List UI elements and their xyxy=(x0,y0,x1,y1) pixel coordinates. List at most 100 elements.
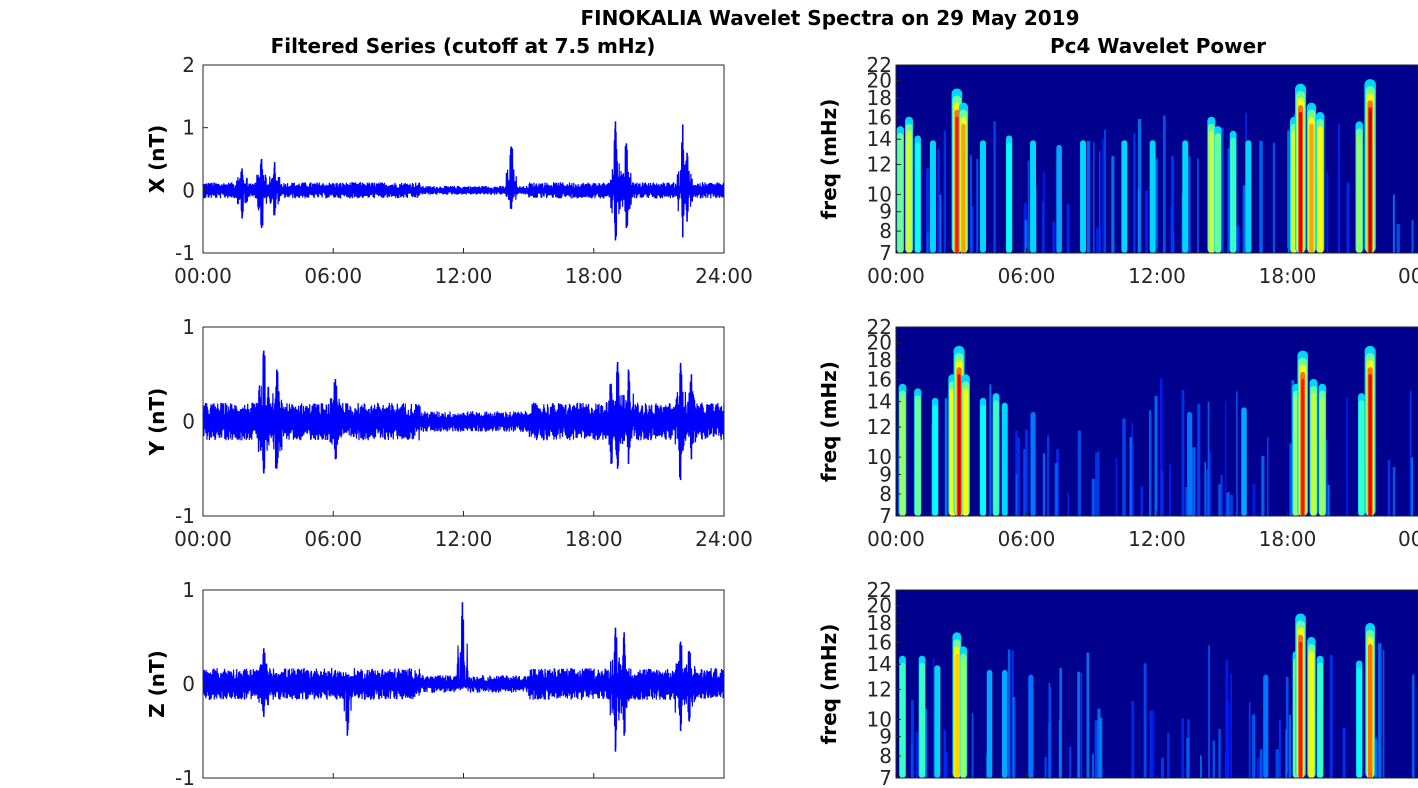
wavelet-panel-1-burst xyxy=(1245,140,1252,253)
wavelet-panel-3-ytick-label: 16 xyxy=(867,630,892,654)
wavelet-panel-1 xyxy=(895,64,1418,254)
wavelet-panel-3-streak xyxy=(1342,727,1346,778)
wavelet-panel-3 xyxy=(895,589,1418,779)
wavelet-panel-2-ytick-label: 8 xyxy=(879,482,892,506)
wavelet-panel-3-streak xyxy=(1251,714,1256,778)
wavelet-panel-2-streak xyxy=(1327,484,1330,516)
line-panel-2 xyxy=(202,326,725,517)
line-panel-1-plot-area xyxy=(203,65,724,253)
wavelet-panel-1-burst xyxy=(1006,142,1012,253)
wavelet-panel-1-ytick-label: 7 xyxy=(879,241,892,265)
wavelet-panel-1-ytick-label: 22 xyxy=(867,53,892,77)
line-panel-3-ytick-label: 0 xyxy=(182,672,195,696)
wavelet-panel-3-burst xyxy=(899,662,906,778)
wavelet-panel-3-streak xyxy=(1007,649,1011,778)
wavelet-panel-1-streak xyxy=(1171,155,1175,253)
wavelet-panel-1-streak xyxy=(1099,151,1101,253)
wavelet-panel-1-ytick-label: 14 xyxy=(867,127,892,151)
wavelet-panel-1-streak xyxy=(970,155,972,253)
wavelet-panel-2-ytick-label: 10 xyxy=(867,445,892,469)
wavelet-panel-1-streak xyxy=(1188,156,1191,253)
wavelet-panel-2-streak xyxy=(1197,403,1201,516)
wavelet-panel-3-streak xyxy=(1151,710,1155,778)
wavelet-panel-3-burst xyxy=(1367,644,1373,778)
wavelet-panel-3-streak xyxy=(1378,643,1382,778)
wavelet-panel-3-streak xyxy=(1225,660,1229,778)
line-panel-2-ytick-label: 1 xyxy=(182,315,195,339)
line-panel-2-ytick-label: -1 xyxy=(175,504,195,528)
wavelet-panel-1-ytick-label: 10 xyxy=(867,182,892,206)
wavelet-panel-2-streak xyxy=(1015,474,1018,516)
line-panel-2-ylabel: Y (nT) xyxy=(145,388,169,457)
line-panel-3-trace xyxy=(202,615,725,747)
wavelet-panel-1-streak xyxy=(1066,204,1070,253)
wavelet-panel-2-streak xyxy=(1017,437,1020,516)
wavelet-panel-1-ytick-label: 18 xyxy=(867,86,892,110)
wavelet-panel-1-ytick-label: 20 xyxy=(867,69,892,93)
wavelet-panel-1-burst xyxy=(1369,112,1372,253)
wavelet-panel-3-ytick-label: 8 xyxy=(879,744,892,768)
line-panel-2-xtick-label: 00:00 xyxy=(174,527,232,551)
wavelet-panel-3-streak xyxy=(1212,740,1215,778)
wavelet-panel-1-streak xyxy=(1272,142,1275,253)
wavelet-panel-2-ytick-label: 20 xyxy=(867,331,892,355)
line-panel-2-xtick-label: 12:00 xyxy=(435,527,493,551)
wavelet-panel-1-burst xyxy=(897,133,904,253)
wavelet-panel-2-streak xyxy=(1230,494,1233,516)
wavelet-panel-3-streak xyxy=(1080,673,1083,778)
wavelet-panel-1-streak xyxy=(1337,123,1341,253)
wavelet-panel-2-streak xyxy=(1181,389,1185,516)
wavelet-panel-3-streak xyxy=(1097,708,1101,778)
wavelet-panel-2-streak xyxy=(1159,378,1163,516)
wavelet-panel-3-ytick-label: 9 xyxy=(879,725,892,749)
line-panel-2-xtick-label: 24:00 xyxy=(695,527,753,551)
wavelet-panel-2-streak xyxy=(1140,486,1144,516)
wavelet-panel-3-ytick-label: 10 xyxy=(867,707,892,731)
wavelet-panel-2-burst xyxy=(1241,407,1247,516)
wavelet-panel-2-xtick-label: 00 xyxy=(1398,527,1418,551)
wavelet-panel-1-streak xyxy=(1102,138,1105,253)
wavelet-panel-3-streak xyxy=(1094,720,1099,778)
wavelet-panel-1-streak xyxy=(1155,158,1159,253)
wavelet-panel-3-burst xyxy=(1308,651,1315,778)
wavelet-panel-2-burst xyxy=(1001,402,1008,516)
wavelet-panel-1-streak xyxy=(1052,221,1055,253)
wavelet-panel-1-xtick-label: 18:00 xyxy=(1259,264,1317,288)
wavelet-panel-3-streak xyxy=(1382,649,1385,778)
wavelet-panel-2-burst xyxy=(962,388,969,516)
wavelet-panel-3-streak xyxy=(1256,757,1260,778)
line-panel-1-xtick-label: 00:00 xyxy=(174,264,232,288)
wavelet-panel-1-streak xyxy=(1145,190,1149,253)
wavelet-panel-3-streak xyxy=(1329,654,1333,778)
wavelet-panel-2-streak xyxy=(1236,391,1238,516)
wavelet-panel-2-streak xyxy=(1410,457,1413,516)
wavelet-panel-2-xtick-label: 00:00 xyxy=(867,527,925,551)
wavelet-panel-2-ytick-label: 18 xyxy=(867,348,892,372)
wavelet-panel-2-burst xyxy=(980,404,986,516)
line-panel-1-xtick-label: 18:00 xyxy=(565,264,623,288)
wavelet-panel-1-streak xyxy=(1133,133,1136,253)
right-column-title: Pc4 Wavelet Power xyxy=(1050,34,1266,58)
wavelet-panel-3-streak xyxy=(1289,714,1291,778)
wavelet-panel-2-streak xyxy=(1015,430,1018,516)
wavelet-panel-3-streak xyxy=(1374,738,1378,778)
wavelet-panel-2-streak xyxy=(1091,478,1095,516)
wavelet-panel-2-streak xyxy=(1169,464,1172,516)
wavelet-panel-1-streak xyxy=(1392,194,1395,253)
wavelet-panel-1-ytick-label: 12 xyxy=(867,153,892,177)
line-panel-3-ytick-label: -1 xyxy=(175,766,195,788)
wavelet-panel-1-streak xyxy=(1093,142,1095,253)
wavelet-panel-2-streak xyxy=(1115,458,1118,516)
wavelet-panel-1-burst xyxy=(915,142,921,253)
line-panel-2-ytick-label: 0 xyxy=(182,410,195,434)
wavelet-panel-3-ytick-label: 12 xyxy=(867,678,892,702)
wavelet-panel-1-streak xyxy=(1197,158,1199,253)
line-panel-1-ytick-label: -1 xyxy=(175,241,195,265)
wavelet-panel-1-burst xyxy=(1056,144,1062,253)
wavelet-panel-3-burst xyxy=(1317,662,1323,778)
wavelet-panel-1-burst xyxy=(1182,140,1189,253)
wavelet-panel-3-streak xyxy=(971,712,974,778)
wavelet-panel-1-burst xyxy=(1317,126,1323,253)
wavelet-panel-2-streak xyxy=(1209,451,1212,516)
wavelet-panel-3-streak xyxy=(1049,687,1052,778)
